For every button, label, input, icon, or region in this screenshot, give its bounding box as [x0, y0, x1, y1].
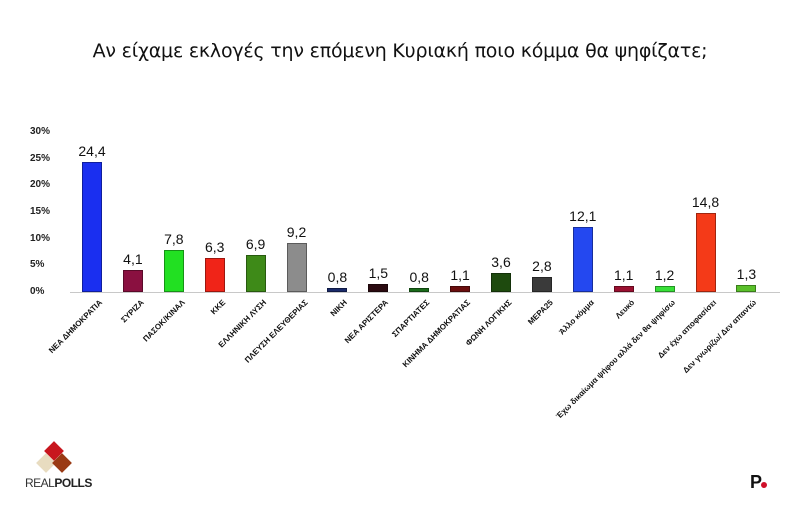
bar — [572, 227, 593, 292]
bar — [204, 258, 225, 292]
bar — [409, 287, 430, 292]
x-category-label: Δεν γνωρίζω/ Δεν απαντώ — [681, 298, 759, 375]
logo-text-light: REAL — [25, 476, 55, 490]
bar-value-label: 0,8 — [409, 268, 429, 285]
bar — [327, 287, 348, 292]
logo-text-bold: POLLS — [54, 476, 92, 490]
bar — [245, 255, 266, 292]
bar-value-label: 6,3 — [204, 239, 225, 256]
bar — [613, 286, 634, 292]
bar-value-label: 14,8 — [691, 194, 720, 211]
y-tick-label: 20% — [30, 179, 51, 191]
x-category-label: Λευκό — [613, 298, 636, 321]
bar — [491, 272, 511, 292]
y-tick-label: 10% — [30, 232, 51, 244]
x-category-label: ΠΑΣΟΚ/ΚΙΝΑΛ — [141, 298, 187, 344]
bar — [531, 277, 552, 292]
logo-text: REALPOLLS — [25, 476, 92, 490]
x-category-label: ΚΙΝΗΜΑ ΔΗΜΟΚΡΑΤΙΑΣ — [400, 298, 473, 370]
bar-value-label: 1,2 — [654, 266, 675, 283]
bar — [122, 270, 143, 292]
x-category-label: ΣΥΡΙΖΑ — [119, 298, 146, 325]
x-category-label: ΣΠΑΡΤΙΑΤΕΣ — [390, 298, 432, 339]
y-tick-label: 5% — [30, 259, 45, 271]
bar-value-label: 6,9 — [245, 236, 266, 253]
bar — [695, 213, 716, 292]
bar-value-label: 9,2 — [286, 223, 307, 240]
bar — [286, 242, 307, 292]
x-category-label: ΝΙΚΗ — [329, 298, 350, 319]
bar — [368, 284, 389, 292]
y-tick-label: 25% — [30, 152, 51, 164]
bar-value-label: 12,1 — [569, 208, 597, 225]
y-tick-label: 30% — [30, 126, 51, 137]
bar — [163, 250, 184, 292]
bar — [82, 161, 102, 292]
bar-value-label: 1,1 — [450, 267, 470, 284]
chart-title: Αν είχαμε εκλογές την επόμενη Κυριακή πο… — [92, 40, 708, 62]
bar — [450, 286, 471, 292]
x-category-label: ΝΕΑ ΑΡΙΣΤΕΡΑ — [343, 298, 391, 346]
bar — [654, 285, 675, 292]
y-tick-label: 15% — [30, 206, 51, 217]
p-logo-letter: P — [750, 472, 763, 492]
bar-value-label: 24,4 — [78, 142, 106, 159]
bar-value-label: 7,8 — [164, 231, 184, 248]
bar-value-label: 1,1 — [613, 267, 634, 284]
p-logo: P — [750, 472, 768, 493]
x-category-label: ΜΕΡΑ25 — [526, 298, 555, 327]
x-category-label: ΚΚΕ — [208, 298, 227, 317]
x-category-label: ΝΕΑ ΔΗΜΟΚΡΑΤΙΑ — [47, 298, 105, 356]
bar — [736, 285, 757, 292]
bar-value-label: 1,3 — [736, 266, 757, 283]
bar-value-label: 3,6 — [491, 253, 511, 270]
bar-value-label: 4,1 — [123, 251, 143, 268]
bar-value-label: 0,8 — [327, 268, 348, 285]
p-logo-dot — [761, 482, 768, 488]
y-tick-label: 0% — [30, 286, 45, 297]
x-category-label: Άλλο κόμμα — [557, 298, 596, 337]
x-category-label: ΦΩΝΗ ΛΟΓΙΚΗΣ — [463, 298, 514, 348]
x-axis-line — [70, 292, 780, 293]
realpolls-logo: REALPOLLS — [25, 441, 105, 492]
bar-value-label: 2,8 — [532, 258, 552, 275]
bar-value-label: 1,5 — [368, 265, 389, 281]
